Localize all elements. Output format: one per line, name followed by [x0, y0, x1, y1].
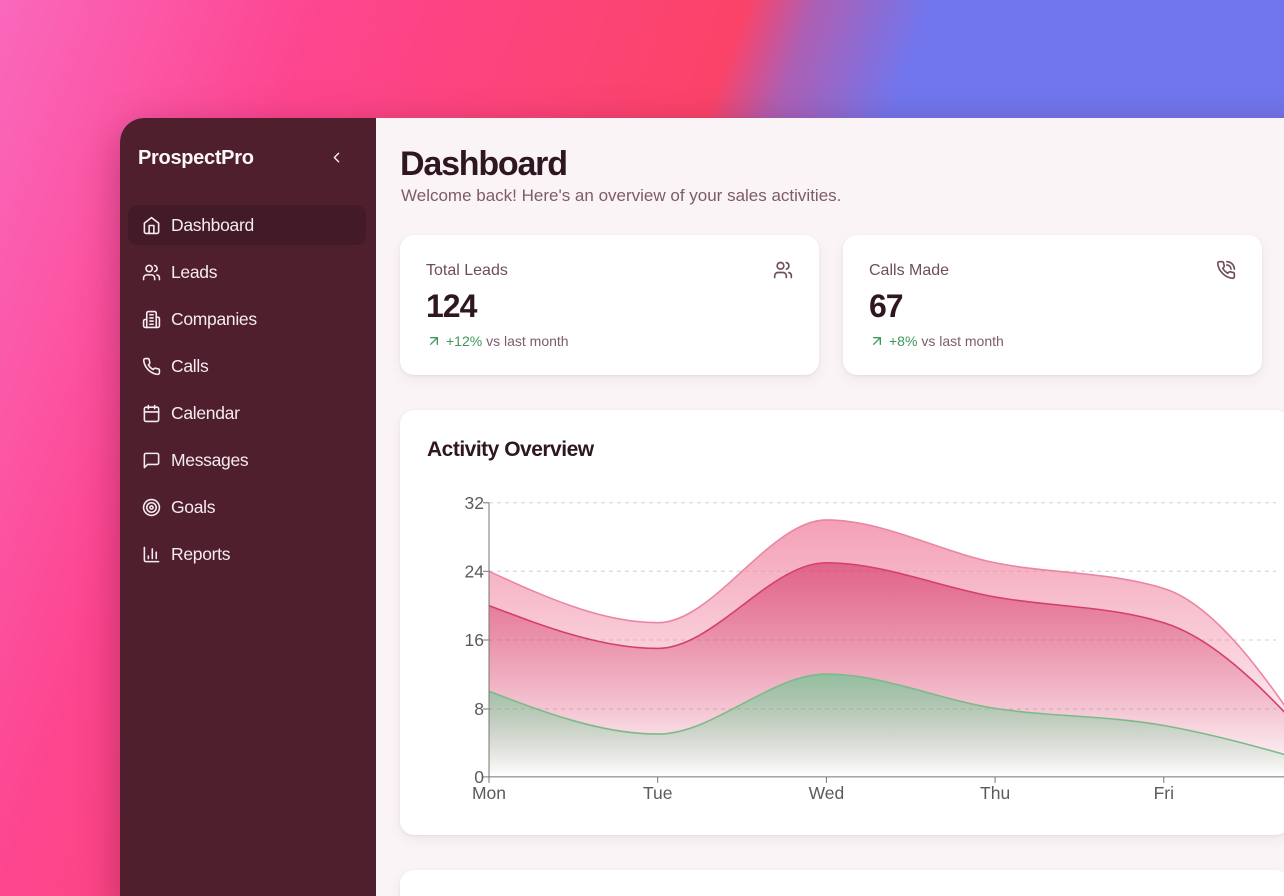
svg-text:Tue: Tue [643, 783, 673, 803]
svg-text:Thu: Thu [980, 783, 1010, 803]
svg-text:24: 24 [465, 562, 485, 582]
svg-text:0: 0 [474, 767, 484, 787]
svg-text:8: 8 [474, 699, 484, 719]
svg-text:Fri: Fri [1154, 783, 1174, 803]
svg-text:Wed: Wed [809, 783, 845, 803]
svg-text:Mon: Mon [472, 783, 506, 803]
svg-text:32: 32 [465, 493, 484, 513]
svg-text:16: 16 [465, 630, 484, 650]
